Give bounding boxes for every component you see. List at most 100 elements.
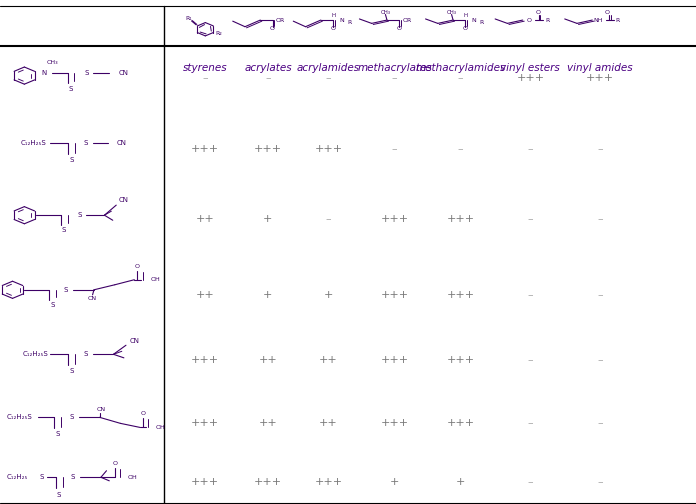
Text: –: – (597, 418, 603, 428)
Text: –: – (265, 73, 271, 83)
Text: O: O (270, 26, 275, 31)
Text: +++: +++ (191, 477, 219, 487)
Text: vinyl amides: vinyl amides (567, 63, 633, 73)
Text: +++: +++ (191, 144, 219, 154)
Text: S: S (64, 287, 68, 293)
Text: –: – (528, 290, 533, 300)
Text: S: S (40, 474, 44, 480)
Text: N: N (41, 70, 47, 76)
Text: +++: +++ (254, 477, 282, 487)
Text: +++: +++ (586, 73, 614, 83)
Text: +++: +++ (381, 418, 409, 428)
Text: –: – (326, 73, 331, 83)
Text: R: R (480, 20, 484, 25)
Text: +++: +++ (315, 477, 342, 487)
Text: R: R (615, 18, 619, 23)
Text: +++: +++ (447, 418, 475, 428)
Text: O: O (526, 18, 531, 23)
Text: +++: +++ (447, 290, 475, 300)
Text: styrenes: styrenes (183, 63, 228, 73)
Text: +++: +++ (447, 214, 475, 224)
Text: S: S (70, 157, 74, 163)
Text: OR: OR (403, 18, 412, 23)
Text: OH: OH (156, 425, 166, 430)
Text: +++: +++ (516, 73, 544, 83)
Text: –: – (528, 477, 533, 487)
Text: CN: CN (129, 338, 139, 344)
Text: O: O (605, 10, 610, 15)
Text: +: + (390, 477, 400, 487)
Text: –: – (203, 73, 208, 83)
Text: S: S (84, 351, 88, 357)
Text: CH₃: CH₃ (47, 60, 58, 66)
Text: O: O (535, 10, 541, 15)
Text: O: O (134, 264, 140, 269)
Text: +: + (263, 214, 273, 224)
Text: CN: CN (117, 140, 127, 146)
Text: –: – (458, 73, 464, 83)
Text: CH₃: CH₃ (447, 10, 457, 15)
Text: –: – (528, 355, 533, 365)
Text: N: N (471, 18, 476, 23)
Text: R: R (347, 20, 351, 25)
Text: acrylamides: acrylamides (297, 63, 360, 73)
Text: –: – (392, 73, 397, 83)
Text: –: – (458, 144, 464, 154)
Text: C₁₂H₂₅S: C₁₂H₂₅S (22, 351, 48, 357)
Text: CN: CN (119, 70, 129, 76)
Text: CH₃: CH₃ (381, 10, 390, 15)
Text: S: S (56, 431, 60, 437)
Text: –: – (392, 144, 397, 154)
Text: S: S (57, 492, 61, 498)
Text: methacrylamides: methacrylamides (416, 63, 506, 73)
Text: –: – (597, 290, 603, 300)
Text: +++: +++ (381, 214, 409, 224)
Text: methacrylates: methacrylates (357, 63, 432, 73)
Text: S: S (70, 368, 74, 374)
Text: –: – (597, 144, 603, 154)
Text: R₂: R₂ (215, 31, 222, 36)
Text: OH: OH (127, 475, 137, 480)
Text: CN: CN (88, 296, 97, 301)
Text: +: + (263, 290, 273, 300)
Text: CN: CN (96, 407, 106, 412)
Text: C₁₂H₂₅: C₁₂H₂₅ (7, 474, 29, 480)
Text: ++: ++ (196, 214, 214, 224)
Text: –: – (326, 214, 331, 224)
Text: S: S (70, 414, 74, 420)
Text: +++: +++ (191, 355, 219, 365)
Text: OR: OR (276, 18, 285, 23)
Text: ++: ++ (259, 418, 277, 428)
Text: +++: +++ (381, 290, 409, 300)
Text: –: – (528, 418, 533, 428)
Text: S: S (69, 86, 73, 92)
Text: C₁₂H₂₅S: C₁₂H₂₅S (7, 414, 33, 420)
Text: C₁₂H₂₅S: C₁₂H₂₅S (21, 140, 47, 146)
Text: O: O (140, 411, 145, 416)
Text: S: S (62, 227, 66, 233)
Text: NH: NH (594, 18, 603, 23)
Text: S: S (50, 302, 54, 308)
Text: S: S (77, 212, 81, 218)
Text: +++: +++ (315, 144, 342, 154)
Text: ++: ++ (319, 355, 338, 365)
Text: ++: ++ (196, 290, 214, 300)
Text: –: – (528, 144, 533, 154)
Text: CN: CN (118, 197, 128, 203)
Text: R: R (545, 18, 549, 23)
Text: S: S (71, 474, 75, 480)
Text: ++: ++ (259, 355, 277, 365)
Text: vinyl esters: vinyl esters (500, 63, 560, 73)
Text: N: N (339, 18, 344, 23)
Text: –: – (597, 214, 603, 224)
Text: acrylates: acrylates (244, 63, 292, 73)
Text: S: S (84, 140, 88, 146)
Text: OH: OH (150, 277, 160, 282)
Text: +++: +++ (447, 355, 475, 365)
Text: +++: +++ (381, 355, 409, 365)
Text: O: O (397, 26, 402, 31)
Text: R₁: R₁ (185, 16, 192, 21)
Text: –: – (597, 355, 603, 365)
Text: O: O (112, 461, 118, 466)
Text: H: H (331, 13, 335, 18)
